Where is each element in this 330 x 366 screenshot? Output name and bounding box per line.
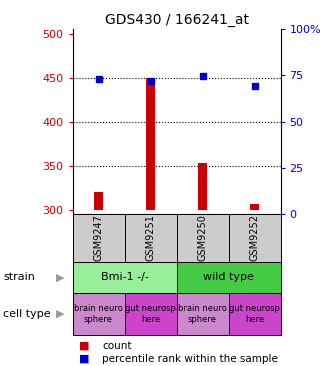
Text: GSM9247: GSM9247 [94, 214, 104, 261]
Bar [124, 214, 177, 262]
Bar [124, 293, 177, 335]
Text: brain neuro
sphere: brain neuro sphere [74, 304, 123, 324]
Text: wild type: wild type [203, 272, 254, 282]
Bar [73, 214, 124, 262]
Text: ■: ■ [79, 354, 90, 364]
Text: gut neurosp
here: gut neurosp here [229, 304, 280, 324]
Bar [73, 293, 124, 335]
Bar [177, 214, 228, 262]
Text: cell type: cell type [3, 309, 51, 319]
Bar [228, 214, 280, 262]
Bar [250, 203, 259, 210]
Text: ■: ■ [79, 341, 90, 351]
Text: brain neuro
sphere: brain neuro sphere [178, 304, 227, 324]
Bar [94, 192, 103, 210]
Text: Bmi-1 -/-: Bmi-1 -/- [101, 272, 148, 282]
Bar [198, 163, 207, 210]
Text: percentile rank within the sample: percentile rank within the sample [102, 354, 278, 364]
Text: ▶: ▶ [56, 272, 64, 283]
Bar [177, 262, 280, 293]
Text: count: count [102, 341, 132, 351]
Title: GDS430 / 166241_at: GDS430 / 166241_at [105, 13, 248, 27]
Bar [146, 78, 155, 210]
Text: GSM9251: GSM9251 [146, 214, 155, 261]
Text: gut neurosp
here: gut neurosp here [125, 304, 176, 324]
Bar [228, 293, 280, 335]
Bar [73, 262, 177, 293]
Text: GSM9250: GSM9250 [198, 214, 208, 261]
Text: GSM9252: GSM9252 [249, 214, 259, 261]
Bar [177, 293, 228, 335]
Text: ▶: ▶ [56, 309, 64, 319]
Text: strain: strain [3, 272, 35, 283]
